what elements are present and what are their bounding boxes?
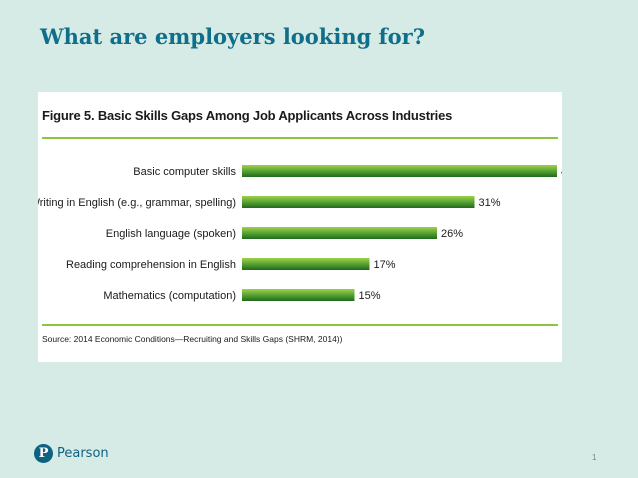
category-label: English language (spoken): [106, 228, 236, 240]
brand-name: Pearson: [57, 446, 109, 461]
bar: [242, 196, 475, 208]
value-label: 26%: [441, 228, 463, 240]
figure-label: Figure 5.: [42, 108, 95, 123]
bar: [242, 227, 437, 239]
value-label: 15%: [359, 290, 381, 302]
category-label: Basic computer skills: [133, 166, 236, 178]
bottom-rule: [42, 324, 558, 326]
page-number: 1: [592, 453, 597, 462]
figure-card: Figure 5. Basic Skills Gaps Among Job Ap…: [38, 92, 562, 362]
slide-title: What are employers looking for?: [40, 24, 426, 49]
category-label: Mathematics (computation): [103, 290, 236, 302]
bar: [242, 258, 370, 270]
brand: P Pearson: [34, 444, 109, 463]
category-label: Reading comprehension in English: [66, 259, 236, 271]
value-label: 42%: [561, 166, 562, 178]
value-label: 17%: [374, 259, 396, 271]
figure-title: Figure 5. Basic Skills Gaps Among Job Ap…: [42, 108, 452, 123]
bar: [242, 165, 557, 177]
chart-source: Source: 2014 Economic Conditions—Recruit…: [42, 334, 343, 344]
top-rule: [42, 137, 558, 139]
category-label: Writing in English (e.g., grammar, spell…: [38, 197, 236, 209]
pearson-logo-icon: P: [34, 444, 53, 463]
value-label: 31%: [479, 197, 501, 209]
bar-chart: Basic computer skills 42% Writing in Engli…: [38, 165, 562, 302]
bar: [242, 289, 355, 301]
chart-title: Basic Skills Gaps Among Job Applicants A…: [97, 108, 453, 123]
